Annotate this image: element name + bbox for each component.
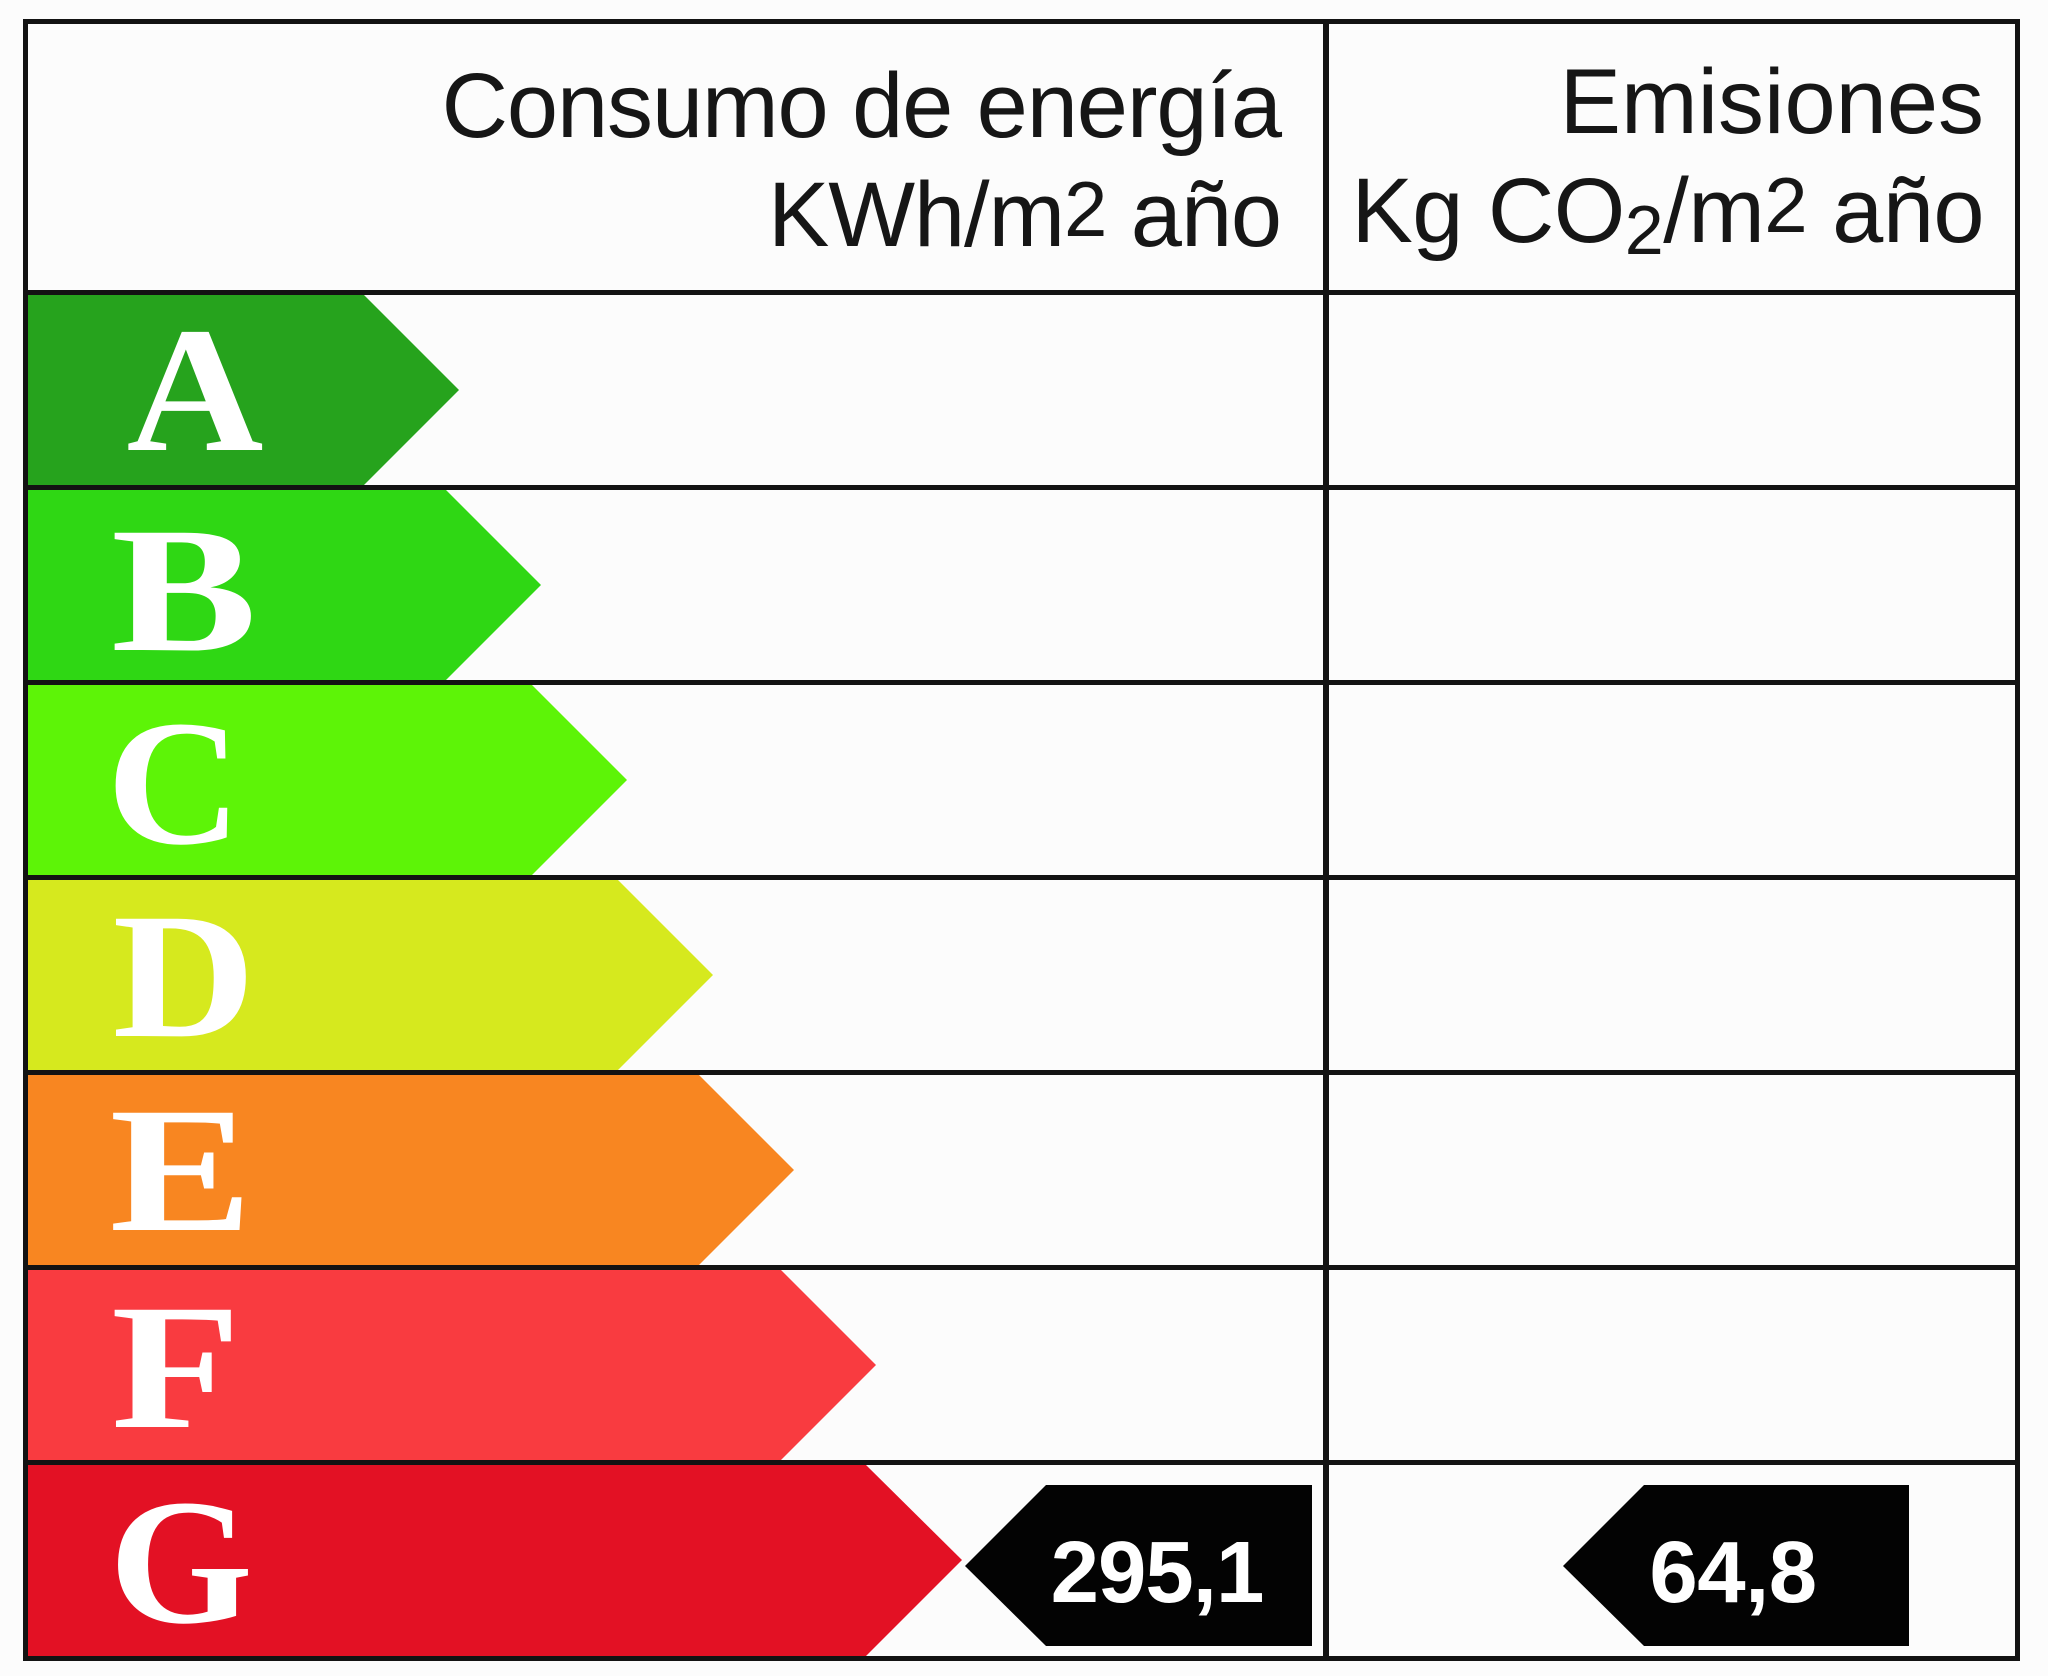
svg-text:Kg CO2/m2 año: Kg CO2/m2 año xyxy=(1351,160,1984,269)
svg-text:C: C xyxy=(107,683,242,882)
svg-text:Emisiones: Emisiones xyxy=(1560,51,1984,153)
svg-text:F: F xyxy=(111,1267,241,1466)
svg-text:B: B xyxy=(111,490,257,689)
svg-text:A: A xyxy=(127,290,264,489)
svg-text:64,8: 64,8 xyxy=(1649,1524,1816,1621)
svg-text:Consumo de energía: Consumo de energía xyxy=(442,55,1283,157)
svg-text:G: G xyxy=(109,1462,253,1661)
svg-text:D: D xyxy=(113,876,256,1075)
svg-text:KWh/m2 año: KWh/m2 año xyxy=(768,164,1281,266)
svg-text:E: E xyxy=(110,1070,253,1269)
svg-text:295,1: 295,1 xyxy=(1051,1524,1264,1621)
